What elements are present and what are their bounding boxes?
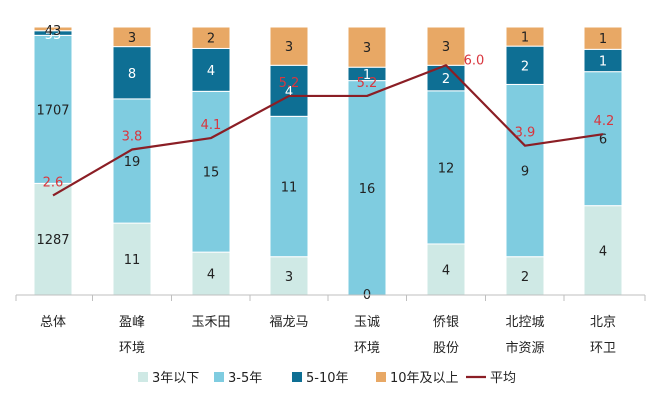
average-value-label: 3.9 [515, 126, 536, 141]
category-label: 总体 [40, 315, 66, 330]
segment-value-label: 16 [359, 182, 376, 197]
bar-segment [191, 47, 231, 92]
segment-value-label: 4 [442, 263, 450, 278]
segment-value-label: 3 [285, 270, 293, 285]
segment-value-label: 4 [207, 268, 215, 283]
legend-swatch [292, 372, 302, 382]
segment-labels-layer: 1287170753431119834154231143016134122329… [36, 24, 607, 303]
bar-segment [583, 71, 623, 207]
bar-segment [505, 256, 545, 296]
category-label: 玉禾田 [191, 315, 230, 330]
bar-segment [426, 90, 466, 245]
bar-segment [583, 26, 623, 50]
legend-label: 3年以下 [152, 371, 199, 386]
category-label: 股份 [433, 341, 459, 356]
bar-segment [33, 26, 73, 32]
bar-segment [112, 222, 152, 296]
bar-segment [191, 26, 231, 49]
bar-segment [347, 80, 387, 296]
segment-value-label: 1 [599, 32, 607, 47]
bar-segment [33, 182, 73, 296]
segment-value-label: 19 [124, 155, 141, 170]
bar-segment [505, 26, 545, 47]
bars-layer [33, 26, 623, 296]
average-line-layer: 2.6 3.8 4.1 5.2 5.2 6.0 3.9 4.2 [43, 53, 615, 197]
legend-label: 平均 [490, 371, 516, 386]
legend-swatch [138, 372, 148, 382]
category-label: 玉诚 [354, 315, 380, 330]
segment-value-label: 4 [285, 85, 293, 100]
segment-value-label: 1 [599, 55, 607, 70]
legend-swatch [214, 372, 224, 382]
bar-segment [269, 256, 309, 296]
segment-value-label: 1 [521, 31, 529, 46]
legend-label: 3-5年 [228, 371, 262, 386]
category-label: 北京 [590, 315, 616, 330]
average-value-label: 3.8 [122, 130, 143, 145]
segment-value-label: 3 [363, 41, 371, 56]
bar-segment [426, 26, 466, 66]
segment-value-label: 11 [124, 253, 141, 268]
bar-segment [112, 26, 152, 48]
segment-value-label: 15 [203, 166, 220, 181]
segment-value-label: 3 [442, 40, 450, 55]
category-label: 环境 [119, 341, 145, 356]
segment-value-label: 1707 [36, 103, 69, 118]
segment-value-label: 1 [363, 68, 371, 83]
segment-value-label: 4 [207, 64, 215, 79]
bar-segment [505, 83, 545, 258]
bar-segment [583, 205, 623, 296]
bar-segment [191, 251, 231, 296]
segment-value-label: 3 [128, 31, 136, 46]
segment-value-label: 4 [599, 244, 607, 259]
bar-segment [191, 90, 231, 253]
average-value-label: 6.0 [464, 53, 485, 68]
segment-value-label: 2 [521, 270, 529, 285]
average-value-label: 4.2 [594, 114, 615, 129]
legend: 3年以下 3-5年 5-10年 10年及以上 平均 [138, 371, 516, 386]
average-value-label: 5.2 [279, 76, 300, 91]
average-line [52, 64, 604, 197]
segment-value-label: 11 [281, 181, 298, 196]
bar-segment [269, 115, 309, 258]
segment-value-label: 2 [442, 72, 450, 87]
segment-value-label: 43 [45, 24, 62, 39]
category-label: 环卫 [590, 341, 616, 356]
bar-segment [269, 26, 309, 66]
bar-segment [33, 34, 73, 184]
segment-value-label: 3 [285, 40, 293, 55]
segment-value-label: 9 [521, 165, 529, 180]
average-value-label: 4.1 [201, 118, 222, 133]
bar-segment [347, 26, 387, 68]
segment-value-label: 1287 [36, 233, 69, 248]
segment-value-label: 2 [521, 59, 529, 74]
legend-swatch [376, 372, 386, 382]
average-value-label: 5.2 [357, 76, 378, 91]
category-label: 福龙马 [269, 315, 308, 330]
average-value-label: 2.6 [43, 175, 64, 190]
segment-value-label: 8 [128, 67, 136, 82]
segment-value-label: 53 [45, 28, 62, 43]
category-label: 环境 [354, 341, 380, 356]
legend-label: 10年及以上 [390, 371, 459, 386]
category-label: 北控城 [505, 315, 544, 330]
segment-value-label: 2 [207, 32, 215, 47]
bar-segment [269, 64, 309, 117]
legend-label: 5-10年 [306, 371, 349, 386]
segment-value-label: 6 [599, 133, 607, 148]
segment-value-label: 12 [438, 161, 455, 176]
category-label: 侨银 [433, 315, 459, 330]
category-label: 市资源 [505, 340, 544, 356]
category-label: 盈峰 [119, 315, 145, 330]
